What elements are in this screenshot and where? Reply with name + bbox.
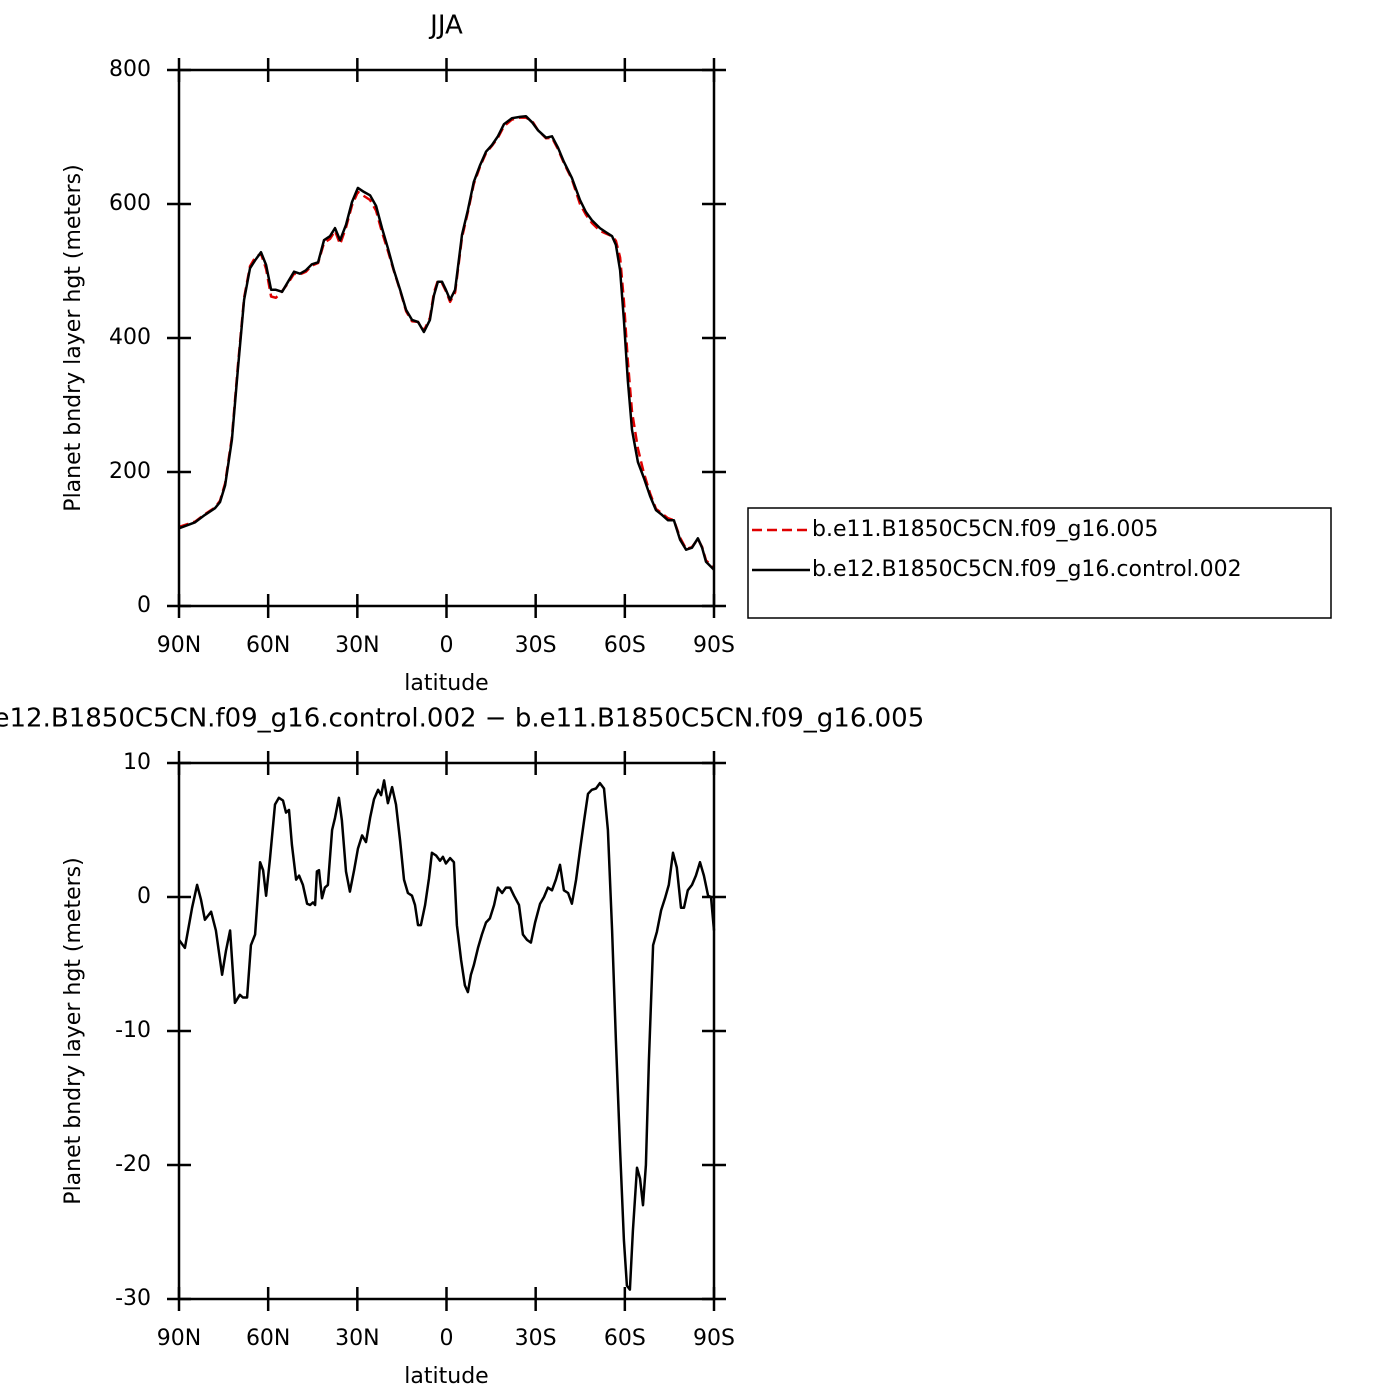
legend-label: b.e12.B1850C5CN.f09_g16.control.002 <box>812 557 1242 582</box>
y-axis-label: Planet bndry layer hgt (meters) <box>61 857 86 1204</box>
x-tick-label: 60S <box>604 633 646 658</box>
x-tick-label: 90S <box>693 633 735 658</box>
y-tick-label: 400 <box>109 325 151 350</box>
y-tick-label: 10 <box>123 750 151 775</box>
x-tick-label: 60S <box>604 1326 646 1351</box>
chart-title: b.e12.B1850C5CN.f09_g16.control.002 − b.… <box>0 704 924 734</box>
x-tick-label: 30N <box>335 633 379 658</box>
chart-title: JJA <box>428 11 463 41</box>
plot-frame <box>177 68 716 608</box>
x-tick-label: 60N <box>246 633 290 658</box>
x-tick-label: 60N <box>246 1326 290 1351</box>
y-tick-label: 800 <box>109 57 151 82</box>
y-tick-label: 0 <box>137 593 151 618</box>
x-tick-label: 90S <box>693 1326 735 1351</box>
data-line <box>178 114 715 571</box>
x-tick-label: 0 <box>440 1326 454 1351</box>
x-tick-label: 30N <box>335 1326 379 1351</box>
x-tick-label: 90N <box>157 633 201 658</box>
data-line <box>178 116 715 569</box>
x-axis-label: latitude <box>404 1364 488 1389</box>
y-axis-label: Planet bndry layer hgt (meters) <box>61 164 86 511</box>
x-tick-label: 0 <box>440 633 454 658</box>
legend-box <box>747 507 1332 619</box>
y-tick-label: -30 <box>115 1286 151 1311</box>
legend-label: b.e11.B1850C5CN.f09_g16.005 <box>812 517 1158 542</box>
y-tick-label: -10 <box>115 1018 151 1043</box>
y-tick-label: -20 <box>115 1152 151 1177</box>
y-tick-label: 600 <box>109 191 151 216</box>
y-tick-label: 0 <box>137 884 151 909</box>
x-tick-label: 30S <box>515 1326 557 1351</box>
y-tick-label: 200 <box>109 459 151 484</box>
data-line <box>177 779 716 1291</box>
x-tick-label: 30S <box>515 633 557 658</box>
x-tick-label: 90N <box>157 1326 201 1351</box>
x-axis-label: latitude <box>404 671 488 696</box>
